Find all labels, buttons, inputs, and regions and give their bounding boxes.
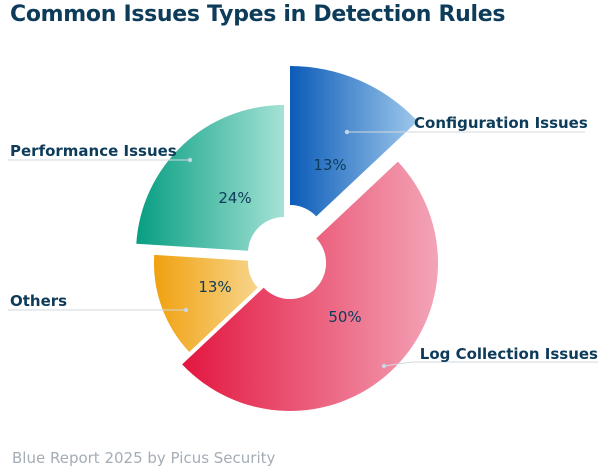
- callout-label: Configuration Issues: [414, 114, 588, 132]
- callout-dot: [344, 129, 350, 135]
- slice-percent-label: 13%: [198, 278, 231, 296]
- callout-label: Others: [10, 292, 67, 310]
- slice-percent-label: 50%: [328, 308, 361, 326]
- callout-line: [383, 361, 598, 367]
- source-footer: Blue Report 2025 by Picus Security: [12, 449, 276, 467]
- donut-hole: [254, 227, 326, 299]
- callout-dot: [183, 307, 189, 313]
- slice-others: [154, 254, 258, 352]
- callout-label: Performance Issues: [10, 142, 177, 160]
- slice-performance-issues: [136, 105, 284, 251]
- slice-log-collection-issues: [182, 161, 439, 411]
- chart-title: Common Issues Types in Detection Rules: [10, 2, 506, 27]
- slice-configuration-issues: [290, 66, 418, 217]
- callout-dot: [187, 157, 193, 163]
- slice-percent-label: 13%: [313, 156, 346, 174]
- callout-label: Log Collection Issues: [420, 345, 598, 363]
- callout-dot: [381, 363, 387, 369]
- slice-percent-label: 24%: [218, 189, 251, 207]
